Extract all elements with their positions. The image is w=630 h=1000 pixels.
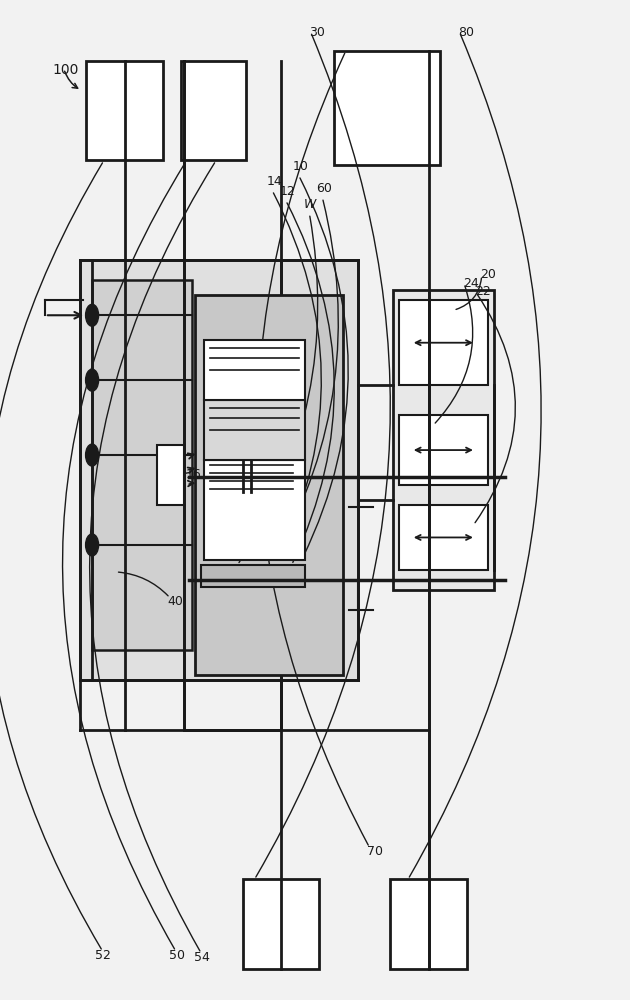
Bar [399,300,488,385]
Text: 60: 60 [316,182,332,195]
Bar [399,415,488,485]
Text: W: W [304,198,316,211]
Text: 80: 80 [458,26,474,39]
Text: 70: 70 [367,845,382,858]
Circle shape [86,534,98,556]
Bar [204,340,305,400]
Text: 54: 54 [194,951,210,964]
Text: 22: 22 [474,285,490,298]
Text: 12: 12 [280,185,295,198]
Text: 40: 40 [168,595,183,608]
Bar [390,879,467,969]
Bar [195,295,343,675]
Bar [334,51,440,165]
Bar [80,260,358,680]
Bar [204,400,305,460]
Bar [243,879,319,969]
Text: 24: 24 [463,277,479,290]
Circle shape [86,369,98,391]
Text: 10: 10 [293,160,309,173]
Text: 50: 50 [169,949,185,962]
Bar [399,505,488,570]
Text: 20: 20 [481,268,496,281]
Bar [202,565,305,587]
Text: 30: 30 [309,26,324,39]
Bar [157,445,183,505]
Bar [393,290,493,590]
Bar [92,280,192,650]
Bar [86,61,163,160]
Text: 52: 52 [95,949,111,962]
Circle shape [86,304,98,326]
Text: 100: 100 [52,63,78,77]
Bar [181,61,246,160]
Text: 16: 16 [185,468,201,481]
Circle shape [86,444,98,466]
Text: 14: 14 [266,175,282,188]
Bar [204,460,305,560]
